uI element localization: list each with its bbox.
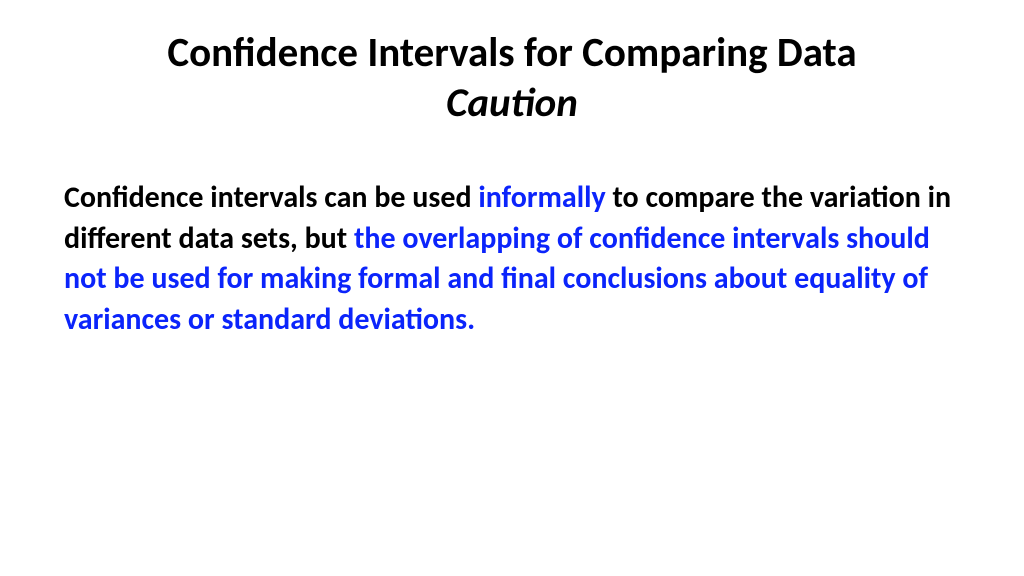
title-line-2: Caution	[60, 78, 964, 128]
title-line-1: Confidence Intervals for Comparing Data	[60, 28, 964, 78]
title-block: Confidence Intervals for Comparing Data …	[60, 28, 964, 128]
body-segment-0: Confidence intervals can be used	[64, 179, 478, 216]
body-paragraph: Confidence intervals can be used informa…	[60, 178, 964, 340]
body-segment-1: informally	[478, 179, 605, 216]
